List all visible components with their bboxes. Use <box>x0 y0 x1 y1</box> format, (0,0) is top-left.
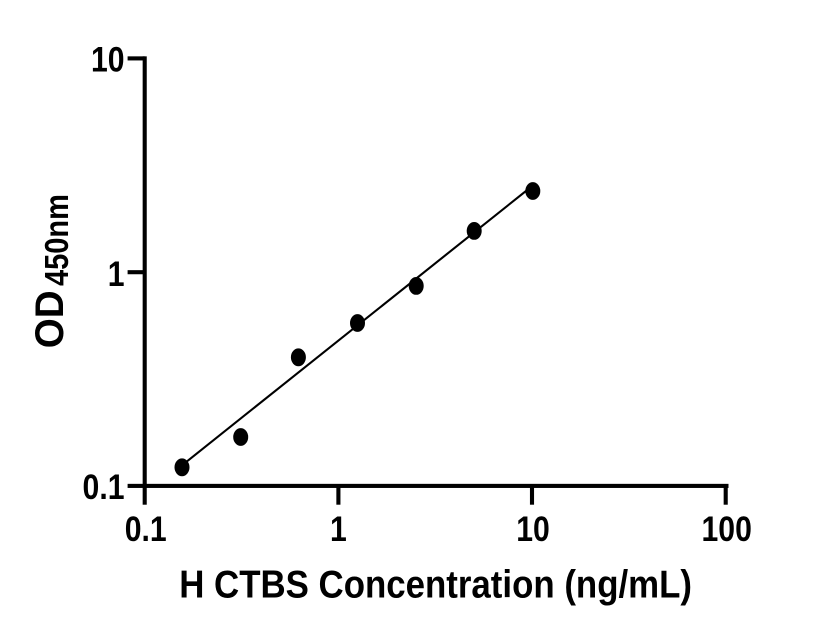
svg-text:1: 1 <box>108 254 125 294</box>
svg-text:450nm: 450nm <box>38 194 75 286</box>
svg-text:0.1: 0.1 <box>125 509 167 549</box>
svg-text:0.1: 0.1 <box>83 467 125 507</box>
svg-text:H CTBS Concentration (ng/mL): H CTBS Concentration (ng/mL) <box>179 563 692 606</box>
svg-text:10: 10 <box>516 509 550 549</box>
svg-text:1: 1 <box>330 509 347 549</box>
svg-text:10: 10 <box>91 39 125 79</box>
svg-text:OD: OD <box>28 290 71 348</box>
svg-text:100: 100 <box>702 509 752 549</box>
